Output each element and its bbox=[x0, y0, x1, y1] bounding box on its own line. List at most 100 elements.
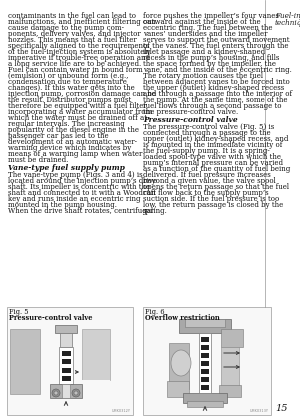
Bar bbox=[201, 369, 209, 374]
Bar bbox=[179, 319, 231, 333]
Bar bbox=[143, 307, 271, 415]
Bar bbox=[199, 333, 211, 393]
Text: the space formed by the impeller, the: the space formed by the impeller, the bbox=[143, 60, 276, 68]
Text: shaft. Its impeller is concentric with the: shaft. Its impeller is concentric with t… bbox=[8, 183, 150, 191]
Text: force pushes the impeller’s four vanes: force pushes the impeller’s four vanes bbox=[143, 12, 279, 20]
Text: condensation due to temperature: condensation due to temperature bbox=[8, 78, 127, 86]
Text: UMK0313Y: UMK0313Y bbox=[250, 409, 269, 413]
Text: therefore be equipped with a fuel filter: therefore be equipped with a fuel filter bbox=[8, 102, 147, 110]
Text: The rotary motion causes the fuel: The rotary motion causes the fuel bbox=[143, 72, 263, 80]
Bar bbox=[10, 329, 40, 394]
Bar bbox=[59, 347, 73, 384]
Text: development of an automatic water-: development of an automatic water- bbox=[8, 138, 137, 146]
Text: Fig. 5: Fig. 5 bbox=[9, 308, 28, 316]
Text: pump’s internal pressure can be varied: pump’s internal pressure can be varied bbox=[143, 159, 283, 167]
Bar bbox=[61, 359, 70, 364]
Bar bbox=[201, 345, 209, 350]
Text: Fuel can contain water in bound form: Fuel can contain water in bound form bbox=[8, 66, 143, 74]
Text: low, the return passage is closed by the: low, the return passage is closed by the bbox=[143, 201, 283, 209]
Bar bbox=[61, 376, 70, 381]
Bar bbox=[201, 361, 209, 366]
Text: as a function of the quantity of fuel being: as a function of the quantity of fuel be… bbox=[143, 165, 290, 173]
Text: fuel flows through a second passage to: fuel flows through a second passage to bbox=[143, 102, 281, 110]
Bar bbox=[187, 401, 223, 407]
Text: the pressure-control valve.: the pressure-control valve. bbox=[143, 108, 238, 116]
Text: delivered. If fuel pressure increases: delivered. If fuel pressure increases bbox=[143, 171, 271, 179]
Circle shape bbox=[52, 389, 60, 397]
Ellipse shape bbox=[171, 350, 191, 376]
Text: between adjacent vanes to be forced into: between adjacent vanes to be forced into bbox=[143, 78, 290, 86]
Text: popularity of the diesel engine in the: popularity of the diesel engine in the bbox=[8, 126, 139, 134]
Text: of the vanes. The fuel enters through the: of the vanes. The fuel enters through th… bbox=[143, 42, 289, 50]
Text: the upper (outlet) kidney-shaped recess: the upper (outlet) kidney-shaped recess bbox=[143, 84, 284, 92]
Text: located around the injection pump’s drive: located around the injection pump’s driv… bbox=[8, 177, 157, 185]
Bar bbox=[61, 368, 70, 373]
Circle shape bbox=[74, 391, 78, 395]
Text: specifically aligned to the requirements: specifically aligned to the requirements bbox=[8, 42, 149, 50]
Text: beyond a given value, the valve spool: beyond a given value, the valve spool bbox=[143, 177, 276, 185]
Text: of the fuel-injection system is absolutely: of the fuel-injection system is absolute… bbox=[8, 48, 151, 56]
Bar bbox=[55, 325, 77, 333]
Bar bbox=[62, 384, 70, 398]
Text: 15: 15 bbox=[275, 404, 288, 413]
Text: vanes’ undersides and the impeller: vanes’ undersides and the impeller bbox=[143, 30, 268, 38]
Text: passenger car has led to the: passenger car has led to the bbox=[8, 132, 109, 140]
Text: which the water must be drained off at: which the water must be drained off at bbox=[8, 114, 147, 122]
Text: injection pump, corrosion damage can be: injection pump, corrosion damage can be bbox=[8, 90, 156, 98]
Text: can flow back to the supply pump’s: can flow back to the supply pump’s bbox=[143, 189, 268, 197]
Bar bbox=[61, 351, 70, 355]
Text: shaft and connected to it with a Woodruff: shaft and connected to it with a Woodruf… bbox=[8, 189, 156, 197]
Text: the pump. At the same time, some of the: the pump. At the same time, some of the bbox=[143, 96, 287, 104]
Text: Fuel-injection: Fuel-injection bbox=[275, 12, 300, 20]
Bar bbox=[167, 381, 189, 397]
Bar bbox=[201, 353, 209, 358]
Text: loaded spool-type valve with which the: loaded spool-type valve with which the bbox=[143, 153, 281, 161]
Circle shape bbox=[72, 389, 80, 397]
Text: must be drained.: must be drained. bbox=[8, 156, 68, 164]
Text: opens the return passage so that the fuel: opens the return passage so that the fue… bbox=[143, 183, 289, 191]
Text: a long service life are to be achieved.: a long service life are to be achieved. bbox=[8, 60, 141, 68]
Text: Vane-type fuel supply pump: Vane-type fuel supply pump bbox=[8, 165, 125, 173]
Bar bbox=[219, 385, 241, 397]
Text: changes). If this water gets into the: changes). If this water gets into the bbox=[8, 84, 135, 92]
Text: the fuel-supply pump. It is a spring-: the fuel-supply pump. It is a spring- bbox=[143, 147, 270, 155]
Bar bbox=[169, 343, 189, 389]
Text: malfunctions, and inefficient filtering can: malfunctions, and inefficient filtering … bbox=[8, 18, 156, 26]
Circle shape bbox=[54, 391, 58, 395]
Text: upper (outlet) kidney-shaped recess, and: upper (outlet) kidney-shaped recess, and bbox=[143, 135, 288, 143]
Text: regular intervals. The increasing: regular intervals. The increasing bbox=[8, 120, 125, 128]
Text: warning device which indicates by: warning device which indicates by bbox=[8, 144, 131, 152]
Bar bbox=[201, 337, 209, 342]
Bar bbox=[82, 329, 110, 380]
Text: nozzles. This means that a fuel filter: nozzles. This means that a fuel filter bbox=[8, 36, 137, 44]
Text: recess in the pump’s housing, and fills: recess in the pump’s housing, and fills bbox=[143, 54, 279, 62]
Bar bbox=[50, 384, 82, 398]
Text: is mounted in the immediate vicinity of: is mounted in the immediate vicinity of bbox=[143, 141, 282, 149]
Text: cause damage to the pump com-: cause damage to the pump com- bbox=[8, 24, 124, 32]
Text: serves to support the outward movement: serves to support the outward movement bbox=[143, 36, 290, 44]
Text: Pressure-control valve: Pressure-control valve bbox=[143, 116, 238, 124]
Text: and through a passage into the interior of: and through a passage into the interior … bbox=[143, 90, 292, 98]
Text: The pressure-control valve (Fig. 5) is: The pressure-control valve (Fig. 5) is bbox=[143, 123, 274, 131]
Text: The vane-type pump (Figs. 3 and 4) is: The vane-type pump (Figs. 3 and 4) is bbox=[8, 171, 142, 179]
Text: techniques: techniques bbox=[275, 19, 300, 27]
Text: imperative if trouble-free operation and: imperative if trouble-free operation and bbox=[8, 54, 150, 62]
Text: Fig. 6: Fig. 6 bbox=[145, 308, 164, 316]
Text: UMK0312Y: UMK0312Y bbox=[112, 409, 131, 413]
Text: incorporating a water accumulator from: incorporating a water accumulator from bbox=[8, 108, 152, 116]
Bar bbox=[201, 377, 209, 382]
Bar bbox=[183, 393, 227, 403]
Text: the result. Distributor pumps must: the result. Distributor pumps must bbox=[8, 96, 131, 104]
Text: mounted in the pump housing.: mounted in the pump housing. bbox=[8, 201, 117, 209]
Text: When the drive shaft rotates, centrifugal: When the drive shaft rotates, centrifuga… bbox=[8, 207, 153, 215]
Text: key and runs inside an eccentric ring: key and runs inside an eccentric ring bbox=[8, 195, 140, 203]
Bar bbox=[60, 333, 72, 347]
Text: Overflow restriction: Overflow restriction bbox=[145, 315, 220, 323]
Bar bbox=[221, 329, 243, 347]
Text: suction side. If the fuel pressure is too: suction side. If the fuel pressure is to… bbox=[143, 195, 279, 203]
Text: means of a warning lamp when water: means of a warning lamp when water bbox=[8, 150, 142, 158]
Bar bbox=[7, 307, 133, 415]
Text: (emulsion) or unbound form (e.g.,: (emulsion) or unbound form (e.g., bbox=[8, 72, 128, 80]
Text: spring.: spring. bbox=[143, 207, 168, 215]
Text: contaminants in the fuel can lead to: contaminants in the fuel can lead to bbox=[8, 12, 136, 20]
